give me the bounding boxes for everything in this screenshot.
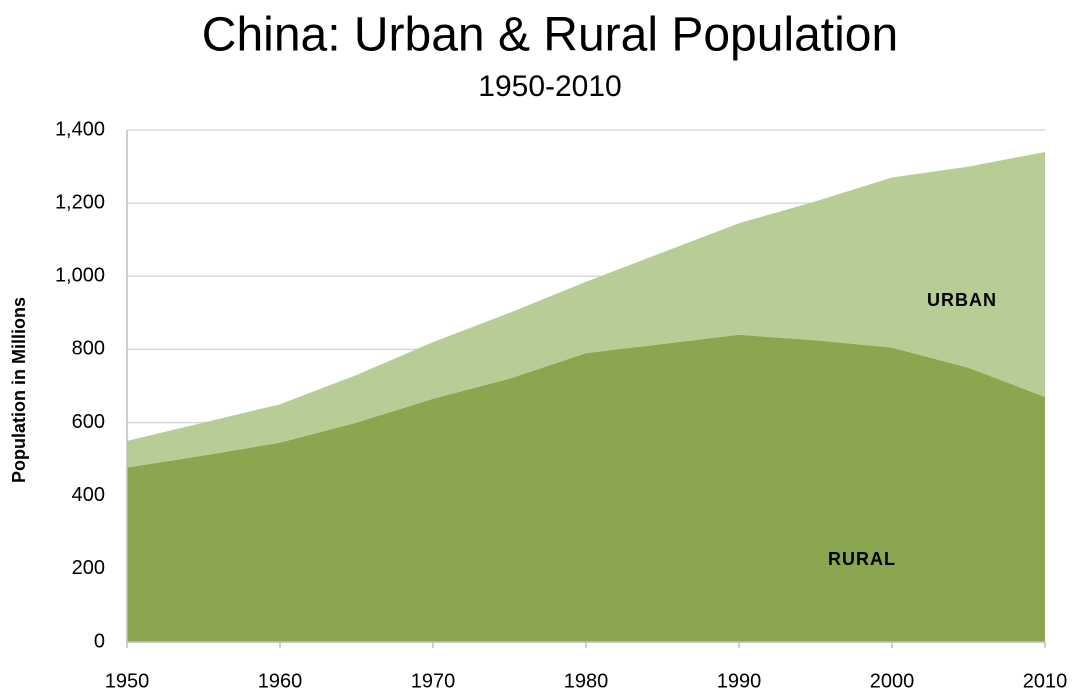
x-tick-label: 1960	[258, 670, 303, 692]
x-tick-label: 1990	[717, 670, 762, 692]
y-tick-label: 1,400	[55, 118, 105, 140]
x-tick-label: 1980	[564, 670, 609, 692]
y-axis-label: Population in Millions	[9, 297, 29, 483]
y-tick-label: 1,200	[55, 191, 105, 213]
y-tick-label: 800	[72, 338, 105, 360]
area	[127, 334, 1045, 642]
y-tick-label: 600	[72, 411, 105, 433]
x-tick-label: 1970	[411, 670, 456, 692]
series-label: RURAL	[828, 549, 896, 569]
x-tick-label: 2000	[870, 670, 915, 692]
chart-subtitle: 1950-2010	[478, 70, 621, 103]
chart-title: China: Urban & Rural Population	[202, 9, 898, 62]
y-tick-label: 1,000	[55, 265, 105, 287]
y-tick-label: 0	[94, 630, 105, 652]
x-tick-label: 2010	[1023, 670, 1068, 692]
y-tick-label: 200	[72, 557, 105, 579]
y-tick-label: 400	[72, 484, 105, 506]
x-tick-label: 1950	[105, 670, 150, 692]
area	[127, 151, 1045, 468]
series-label: URBAN	[927, 290, 997, 310]
